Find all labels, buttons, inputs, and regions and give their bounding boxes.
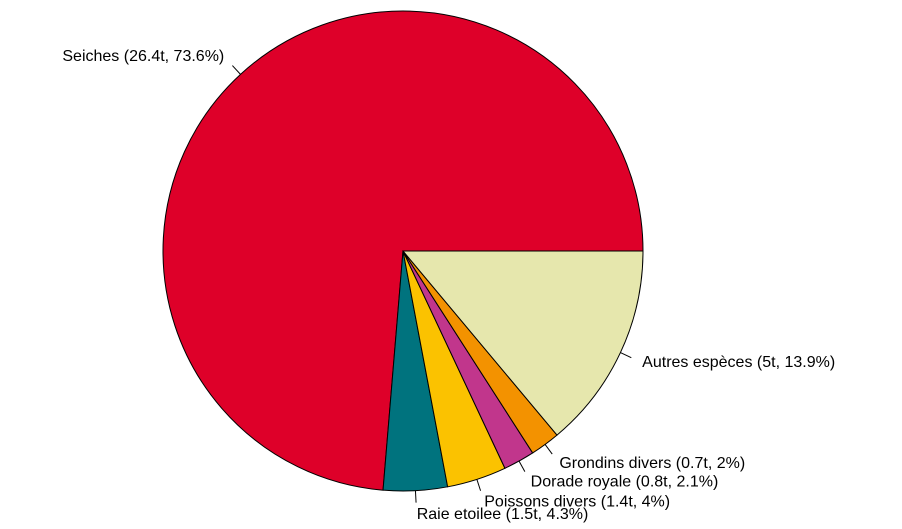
slice-label: Raie etoilee (1.5t, 4.3%) xyxy=(417,506,589,523)
leader-line xyxy=(476,479,482,491)
pie-slice xyxy=(401,250,644,436)
leader-line xyxy=(620,352,632,359)
leader-line xyxy=(544,444,553,455)
slice-label: Grondins divers (0.7t, 2%) xyxy=(559,455,745,472)
leader-line xyxy=(414,490,417,503)
slice-label: Seiches (26.4t, 73.6%) xyxy=(62,48,224,65)
slice-label: Poissons divers (1.4t, 4%) xyxy=(484,493,670,510)
slice-label: Dorade royale (0.8t, 2.1%) xyxy=(531,473,719,490)
slice-label: Autres espèces (5t, 13.9%) xyxy=(642,354,835,371)
leader-line xyxy=(518,460,526,472)
leader-line xyxy=(232,65,241,75)
